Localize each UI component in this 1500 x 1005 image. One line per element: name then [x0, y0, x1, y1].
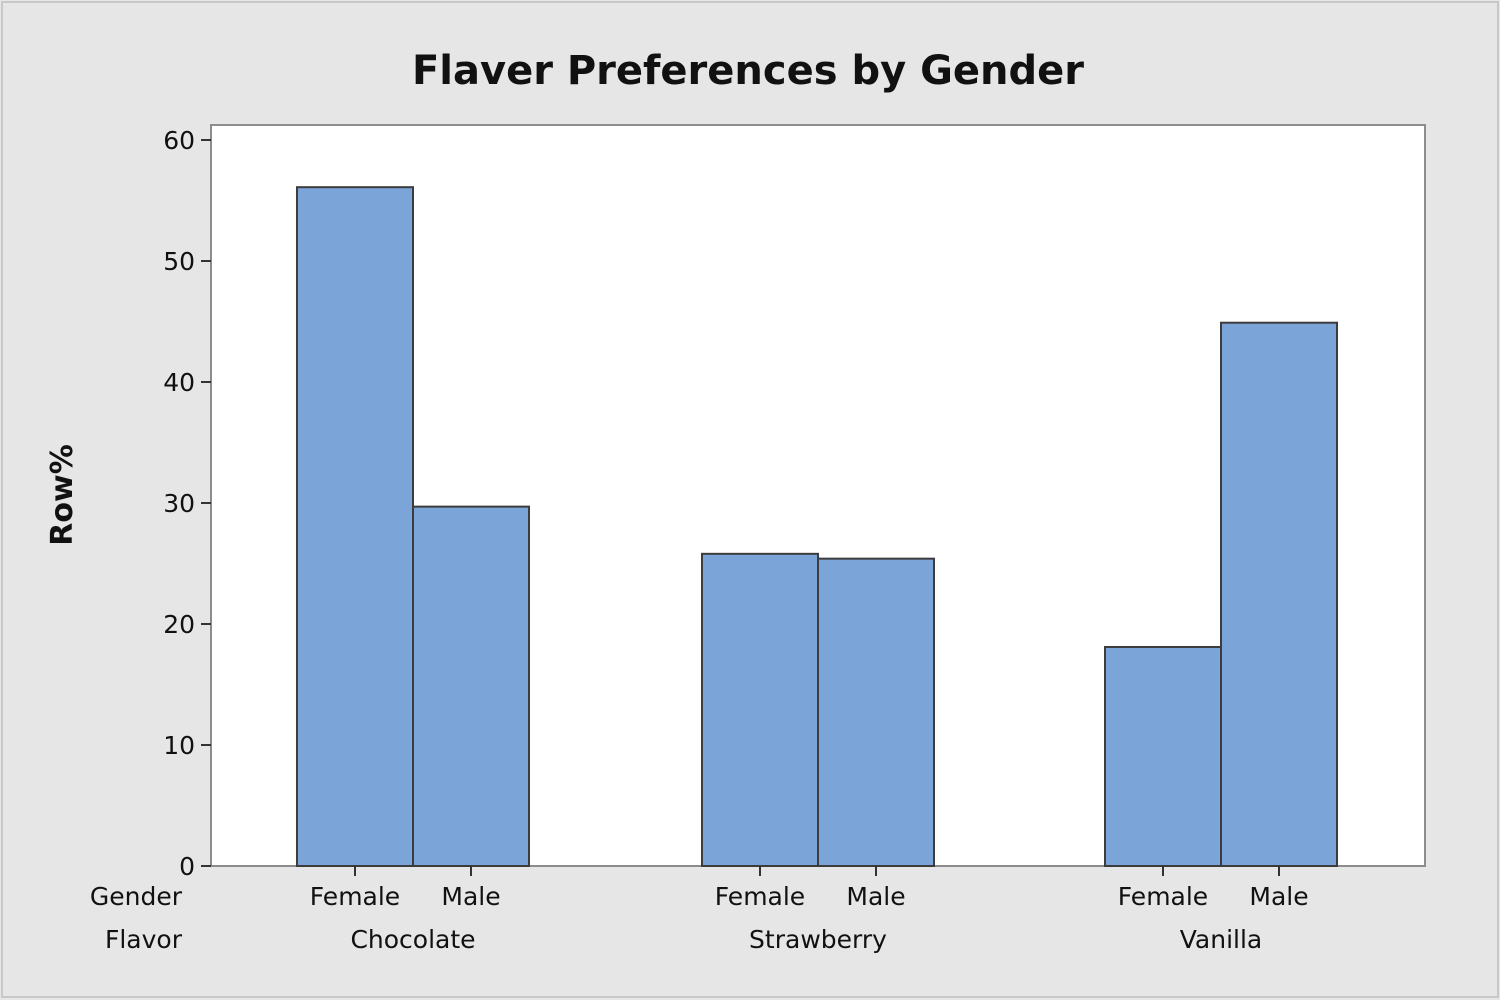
- chart-title: Flaver Preferences by Gender: [412, 48, 1084, 94]
- y-axis-label: Row%: [45, 444, 80, 545]
- x-tick-label-gender: Female: [715, 882, 805, 911]
- x-group-label-flavor: Strawberry: [749, 925, 887, 954]
- y-tick-label: 30: [163, 489, 195, 518]
- bars: [296, 186, 1338, 867]
- x-level-name-gender: Gender: [90, 882, 183, 911]
- y-tick-label: 20: [163, 610, 195, 639]
- bar-strawberry-male: [817, 557, 935, 867]
- x-level-name-flavor: Flavor: [105, 925, 183, 954]
- bar-strawberry-female: [701, 552, 819, 867]
- x-tick-label-gender: Female: [310, 882, 400, 911]
- bar-vanilla-male: [1220, 321, 1338, 867]
- y-tick-label: 0: [179, 852, 195, 881]
- x-axis: Female Male Chocolate Female Male Strawberry F…: [310, 866, 1309, 954]
- y-tick-label: 60: [163, 126, 195, 155]
- y-tick-label: 40: [163, 368, 195, 397]
- x-tick-label-gender: Female: [1118, 882, 1208, 911]
- x-tick-label-gender: Male: [441, 882, 500, 911]
- bar-chocolate-male: [412, 505, 530, 867]
- y-axis: 0 10 20 30 40 50 60: [163, 126, 211, 881]
- bar-chocolate-female: [296, 186, 414, 867]
- x-group-label-flavor: Vanilla: [1180, 925, 1262, 954]
- bar-vanilla-female: [1104, 645, 1222, 867]
- x-tick-label-gender: Male: [1249, 882, 1308, 911]
- x-tick-label-gender: Male: [846, 882, 905, 911]
- x-group-label-flavor: Chocolate: [350, 925, 475, 954]
- y-tick-label: 10: [163, 731, 195, 760]
- y-tick-label: 50: [163, 247, 195, 276]
